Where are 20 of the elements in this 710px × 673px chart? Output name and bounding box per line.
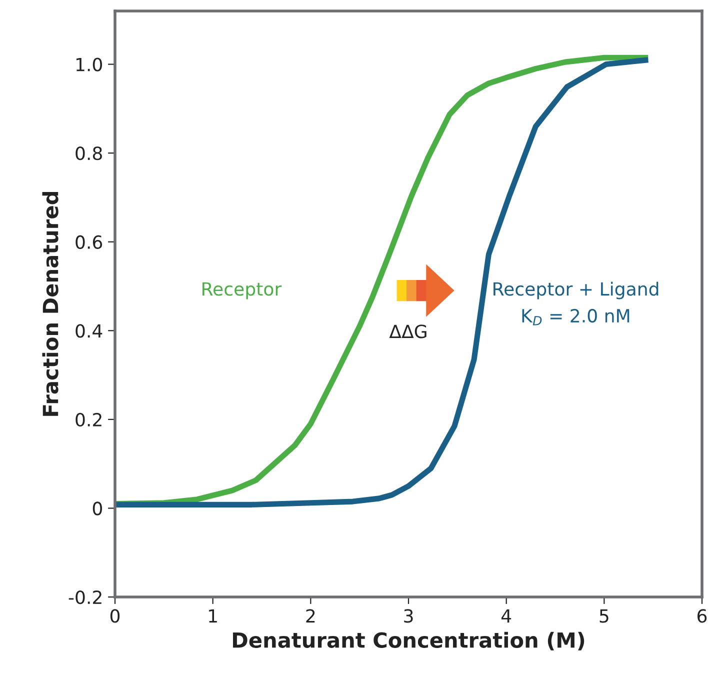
series-label: Receptor + Ligand xyxy=(494,282,658,300)
x-tick-label: 1 xyxy=(209,609,217,623)
x-axis-title: Denaturant Concentration (M) xyxy=(233,632,584,650)
x-tick-label: 4 xyxy=(501,609,512,623)
y-tick-label: 0.4 xyxy=(76,324,102,338)
y-tick-label: 0.6 xyxy=(76,235,102,249)
x-tick-label: 5 xyxy=(600,609,608,623)
y-tick-label: 0 xyxy=(92,502,102,516)
x-tick-label: 3 xyxy=(404,609,413,623)
y-tick-label: 0.8 xyxy=(76,146,102,160)
text: Receptor xyxy=(202,282,282,300)
annotation: K$_{D}$ = 2.0 nM xyxy=(522,308,630,326)
y-tick-label: 1.0 xyxy=(76,58,102,72)
y-axis-title: Fraction Denatured xyxy=(42,192,58,416)
x-tick-label: 6 xyxy=(698,609,707,623)
y-tick-label: -0.2 xyxy=(68,590,102,604)
x-tick-label: 2 xyxy=(306,609,315,623)
y-tick-label: 0.2 xyxy=(76,412,102,427)
annotation: ΔΔG xyxy=(389,324,426,338)
x-tick-label: 0 xyxy=(110,609,120,623)
